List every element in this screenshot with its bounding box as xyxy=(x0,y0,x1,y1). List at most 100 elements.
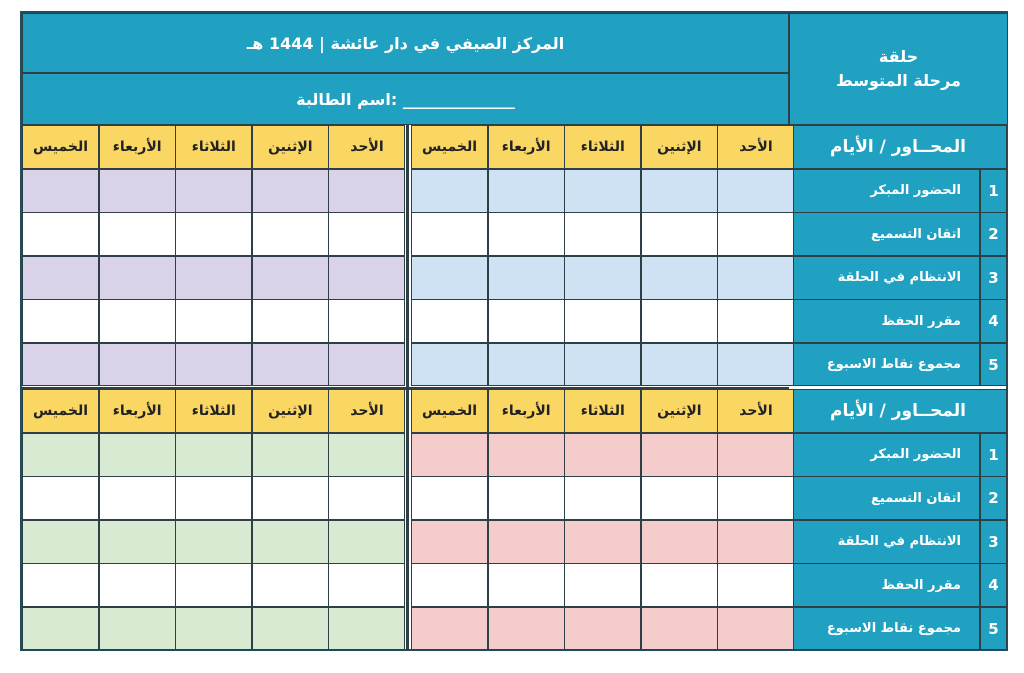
score-cell[interactable] xyxy=(251,606,329,651)
score-cell[interactable] xyxy=(251,563,329,608)
score-cell[interactable] xyxy=(22,255,100,300)
score-cell[interactable] xyxy=(640,299,718,344)
score-cell[interactable] xyxy=(175,169,253,213)
score-cell[interactable] xyxy=(564,519,642,564)
score-cell[interactable] xyxy=(251,433,329,477)
score-cell[interactable] xyxy=(98,299,176,344)
score-cell[interactable] xyxy=(328,606,406,651)
score-cell[interactable] xyxy=(717,299,795,344)
score-cell[interactable] xyxy=(251,476,329,521)
score-cell[interactable] xyxy=(251,169,329,213)
score-cell[interactable] xyxy=(487,563,565,608)
score-cell[interactable] xyxy=(717,519,795,564)
score-cell[interactable] xyxy=(22,433,100,477)
score-cell[interactable] xyxy=(22,519,100,564)
score-cell[interactable] xyxy=(717,169,795,213)
score-cell[interactable] xyxy=(564,476,642,521)
score-cell[interactable] xyxy=(411,476,489,521)
score-cell[interactable] xyxy=(640,433,718,477)
score-cell[interactable] xyxy=(98,169,176,213)
score-cell[interactable] xyxy=(640,476,718,521)
score-cell[interactable] xyxy=(411,606,489,651)
score-cell[interactable] xyxy=(640,169,718,213)
score-cell[interactable] xyxy=(328,563,406,608)
score-cell[interactable] xyxy=(487,255,565,300)
score-cell[interactable] xyxy=(640,563,718,608)
score-cell[interactable] xyxy=(251,342,329,387)
score-cell[interactable] xyxy=(22,563,100,608)
score-cell[interactable] xyxy=(175,255,253,300)
score-cell[interactable] xyxy=(487,519,565,564)
score-cell[interactable] xyxy=(175,433,253,477)
score-cell[interactable] xyxy=(98,212,176,257)
score-cell[interactable] xyxy=(411,519,489,564)
score-cell[interactable] xyxy=(717,212,795,257)
score-cell[interactable] xyxy=(717,255,795,300)
score-cell[interactable] xyxy=(22,299,100,344)
score-cell[interactable] xyxy=(564,342,642,387)
score-cell[interactable] xyxy=(564,433,642,477)
score-cell[interactable] xyxy=(487,169,565,213)
score-cell[interactable] xyxy=(98,476,176,521)
score-cell[interactable] xyxy=(175,342,253,387)
score-cell[interactable] xyxy=(328,212,406,257)
score-cell[interactable] xyxy=(564,563,642,608)
score-cell[interactable] xyxy=(717,606,795,651)
score-cell[interactable] xyxy=(98,606,176,651)
score-cell[interactable] xyxy=(411,169,489,213)
score-cell[interactable] xyxy=(328,476,406,521)
score-cell[interactable] xyxy=(175,606,253,651)
score-cell[interactable] xyxy=(98,563,176,608)
score-cell[interactable] xyxy=(411,563,489,608)
score-cell[interactable] xyxy=(411,299,489,344)
score-cell[interactable] xyxy=(175,299,253,344)
score-cell[interactable] xyxy=(717,563,795,608)
score-cell[interactable] xyxy=(22,169,100,213)
score-cell[interactable] xyxy=(22,212,100,257)
score-cell[interactable] xyxy=(98,255,176,300)
score-cell[interactable] xyxy=(328,433,406,477)
score-cell[interactable] xyxy=(175,476,253,521)
score-cell[interactable] xyxy=(564,169,642,213)
score-cell[interactable] xyxy=(328,519,406,564)
score-cell[interactable] xyxy=(487,476,565,521)
score-cell[interactable] xyxy=(411,433,489,477)
score-cell[interactable] xyxy=(717,342,795,387)
score-cell[interactable] xyxy=(251,255,329,300)
score-cell[interactable] xyxy=(98,342,176,387)
score-cell[interactable] xyxy=(22,342,100,387)
score-cell[interactable] xyxy=(328,255,406,300)
score-cell[interactable] xyxy=(251,212,329,257)
score-cell[interactable] xyxy=(717,476,795,521)
score-cell[interactable] xyxy=(251,299,329,344)
score-cell[interactable] xyxy=(22,606,100,651)
score-cell[interactable] xyxy=(487,342,565,387)
score-cell[interactable] xyxy=(717,433,795,477)
score-cell[interactable] xyxy=(328,299,406,344)
score-cell[interactable] xyxy=(411,255,489,300)
score-cell[interactable] xyxy=(175,212,253,257)
score-cell[interactable] xyxy=(640,212,718,257)
score-cell[interactable] xyxy=(328,342,406,387)
score-cell[interactable] xyxy=(640,255,718,300)
score-cell[interactable] xyxy=(175,519,253,564)
score-cell[interactable] xyxy=(564,212,642,257)
score-cell[interactable] xyxy=(22,476,100,521)
score-cell[interactable] xyxy=(487,606,565,651)
score-cell[interactable] xyxy=(175,563,253,608)
score-cell[interactable] xyxy=(640,519,718,564)
score-cell[interactable] xyxy=(487,212,565,257)
score-cell[interactable] xyxy=(564,299,642,344)
score-cell[interactable] xyxy=(98,433,176,477)
score-cell[interactable] xyxy=(564,255,642,300)
score-cell[interactable] xyxy=(411,342,489,387)
score-cell[interactable] xyxy=(98,519,176,564)
score-cell[interactable] xyxy=(640,342,718,387)
score-cell[interactable] xyxy=(411,212,489,257)
score-cell[interactable] xyxy=(640,606,718,651)
score-cell[interactable] xyxy=(487,433,565,477)
score-cell[interactable] xyxy=(487,299,565,344)
score-cell[interactable] xyxy=(564,606,642,651)
score-cell[interactable] xyxy=(251,519,329,564)
score-cell[interactable] xyxy=(328,169,406,213)
